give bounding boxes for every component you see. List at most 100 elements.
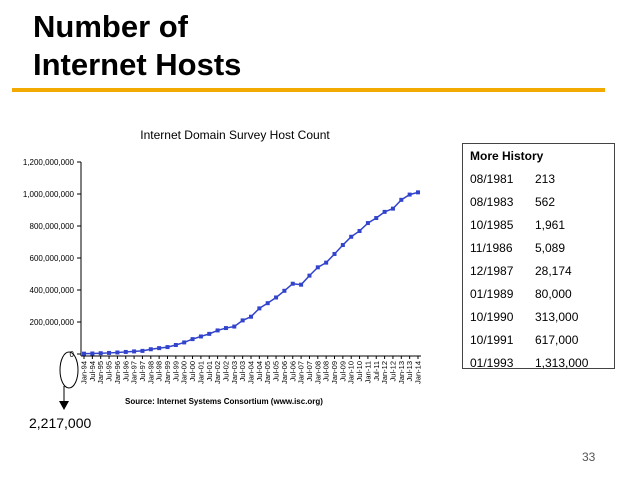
x-tick-label: Jul-05 [272,361,281,381]
history-row: 08/1983 562 [470,194,614,217]
title-underline [12,88,605,92]
data-point [198,334,203,339]
first-value-callout: 2,217,000 [29,415,92,431]
history-row: 08/1981 213 [470,171,614,194]
x-tick-label: Jul-95 [105,361,114,381]
history-value: 213 [535,172,556,186]
history-date: 01/1993 [470,356,514,370]
x-tick-label: Jul-96 [121,361,130,381]
x-tick-label: Jul-03 [238,361,247,381]
x-tick-label: Jan-14 [414,361,423,384]
x-tick-label: Jul-98 [155,361,164,381]
history-date: 08/1981 [470,172,514,186]
x-tick-label: Jul-01 [205,361,214,381]
history-row: 01/1989 80,000 [470,286,614,309]
data-point [399,197,404,202]
history-value: 28,174 [535,264,572,278]
data-point [148,347,153,352]
history-row: 10/1990 313,000 [470,309,614,332]
data-point [390,206,395,211]
x-tick-label: Jan-98 [146,361,155,384]
chart-source: Source: Internet Systems Consortium (www… [125,397,323,406]
history-value: 5,089 [535,241,566,255]
data-point [340,243,345,248]
data-point [98,351,103,356]
x-tick-label: Jan-13 [397,361,406,384]
x-tick-label: Jul-13 [405,361,414,381]
slide-number: 33 [582,450,596,464]
history-title: More History [470,149,544,163]
data-point [324,260,329,265]
chart-title: Internet Domain Survey Host Count [140,128,330,142]
data-point [157,346,162,351]
y-tick-label: 1,200,000,000 [23,158,75,167]
x-tick-label: Jan-04 [247,361,256,384]
x-tick-label: Jul-09 [338,361,347,381]
x-tick-label: Jul-02 [221,361,230,381]
data-point [274,295,279,300]
data-point [223,326,228,331]
x-tick-label: Jan-96 [113,361,122,384]
x-tick-label: Jan-94 [80,361,89,384]
data-point [90,351,95,356]
y-tick-label: 0 [70,350,75,359]
x-tick-label: Jul-12 [388,361,397,381]
history-date: 10/1991 [470,333,514,347]
history-value: 1,313,000 [535,356,589,370]
x-tick-label: Jul-08 [322,361,331,381]
history-date: 10/1990 [470,310,514,324]
history-row: 11/1986 5,089 [470,240,614,263]
data-point [232,324,237,329]
more-history-box: More History 08/1981 213 08/1983 562 10/1985… [462,143,615,370]
title-line-2: Internet Hosts [33,47,242,82]
x-tick-label: Jan-95 [96,361,105,384]
data-point [282,288,287,293]
data-point [265,301,270,306]
data-point [165,345,170,350]
history-row: 10/1985 1,961 [470,217,614,240]
data-point [249,314,253,319]
slide-title: Number of Internet Hosts [33,8,241,84]
history-date: 12/1987 [470,264,514,278]
x-tick-label: Jan-08 [313,361,322,384]
x-tick-label: Jan-03 [230,361,239,384]
data-point [407,192,412,197]
data-point [190,337,195,342]
data-point [257,306,262,311]
history-date: 01/1989 [470,287,514,301]
callout-arrowhead [59,401,69,410]
y-tick-label: 600,000,000 [30,254,75,263]
history-value: 617,000 [535,333,579,347]
x-tick-label: Jan-11 [363,361,372,383]
x-tick-label: Jul-10 [355,361,364,381]
history-row: 12/1987 28,174 [470,263,614,286]
data-point [307,273,312,278]
x-tick-label: Jul-97 [138,361,147,381]
history-value: 313,000 [535,310,579,324]
data-point [140,348,145,353]
data-point [132,349,137,354]
x-tick-label: Jan-05 [263,361,272,384]
data-point [215,328,220,333]
series-line [83,191,419,355]
x-tick-label: Jan-02 [213,361,222,384]
data-point [416,190,420,195]
x-tick-label: Jan-00 [180,361,189,384]
x-tick-label: Jul-07 [305,361,314,381]
history-date: 10/1985 [470,218,514,232]
x-tick-label: Jan-97 [130,361,139,384]
data-point [207,331,212,336]
data-point [315,265,320,270]
data-point [82,351,86,356]
x-tick-label: Jan-10 [347,361,356,384]
history-value: 80,000 [535,287,572,301]
x-tick-label: Jul-06 [288,361,297,381]
data-point [290,281,295,286]
history-value: 562 [535,195,556,209]
data-point [332,251,337,256]
callout-arrow [59,351,79,410]
data-point [240,318,245,323]
history-row: 10/1991 617,000 [470,332,614,355]
data-point [349,234,354,239]
